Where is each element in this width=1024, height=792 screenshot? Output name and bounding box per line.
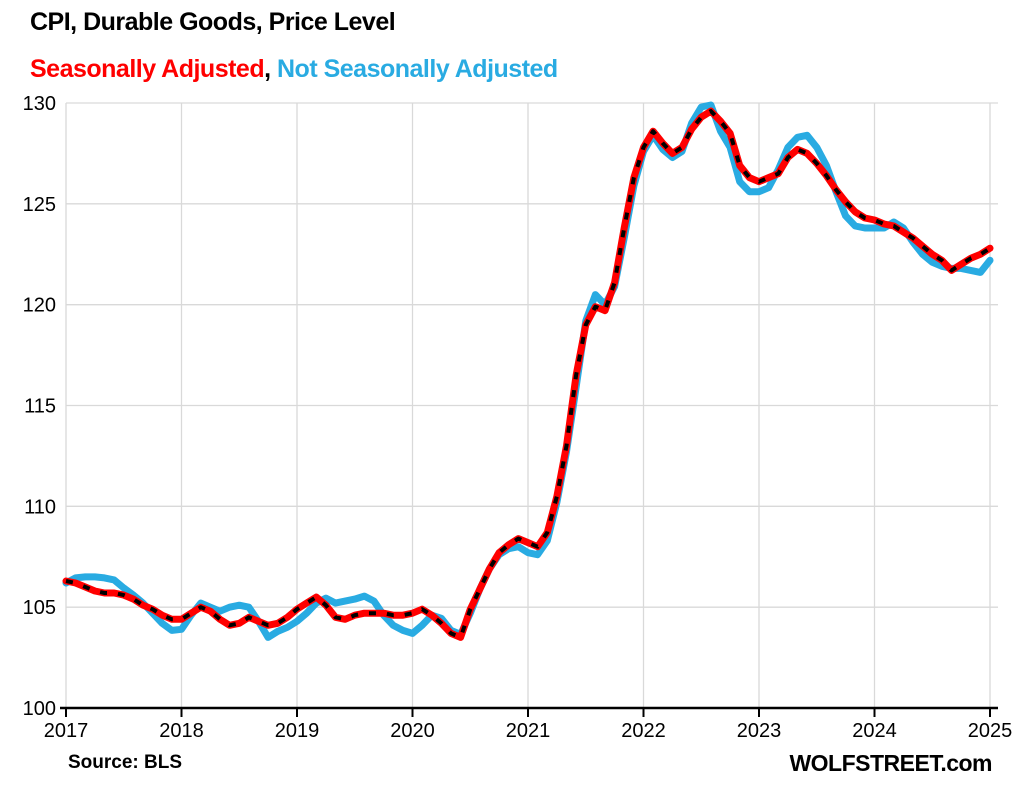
y-tick-label: 130 bbox=[23, 93, 56, 115]
y-tick-label: 120 bbox=[23, 295, 56, 317]
source-label: Source: BLS bbox=[68, 752, 183, 773]
chart-subtitle: Seasonally Adjusted, Not Seasonally Adju… bbox=[30, 55, 558, 84]
x-tick-label: 2025 bbox=[968, 720, 1013, 742]
x-tick-label: 2021 bbox=[506, 720, 551, 742]
y-tick-label: 110 bbox=[24, 496, 56, 518]
y-tick-label: 115 bbox=[24, 396, 56, 418]
x-tick-label: 2024 bbox=[852, 720, 897, 742]
legend-seasonally-adjusted-label: Seasonally Adjusted bbox=[30, 55, 265, 83]
y-tick-label: 105 bbox=[23, 597, 56, 619]
x-tick-label: 2017 bbox=[44, 720, 89, 742]
x-tick-label: 2022 bbox=[621, 720, 666, 742]
y-tick-label: 125 bbox=[23, 194, 56, 216]
x-tick-label: 2020 bbox=[390, 720, 435, 742]
legend-not-seasonally-adjusted-label: Not Seasonally Adjusted bbox=[277, 55, 558, 83]
x-tick-label: 2023 bbox=[737, 720, 782, 742]
x-tick-label: 2019 bbox=[275, 720, 320, 742]
x-tick-label: 2018 bbox=[159, 720, 204, 742]
branding-label: WOLFSTREET.com bbox=[789, 750, 992, 776]
subtitle-comma: , bbox=[264, 55, 277, 83]
y-tick-label: 100 bbox=[23, 698, 56, 720]
sa-line-dash-overlay bbox=[65, 109, 992, 640]
chart-title: CPI, Durable Goods, Price Level bbox=[30, 8, 396, 36]
